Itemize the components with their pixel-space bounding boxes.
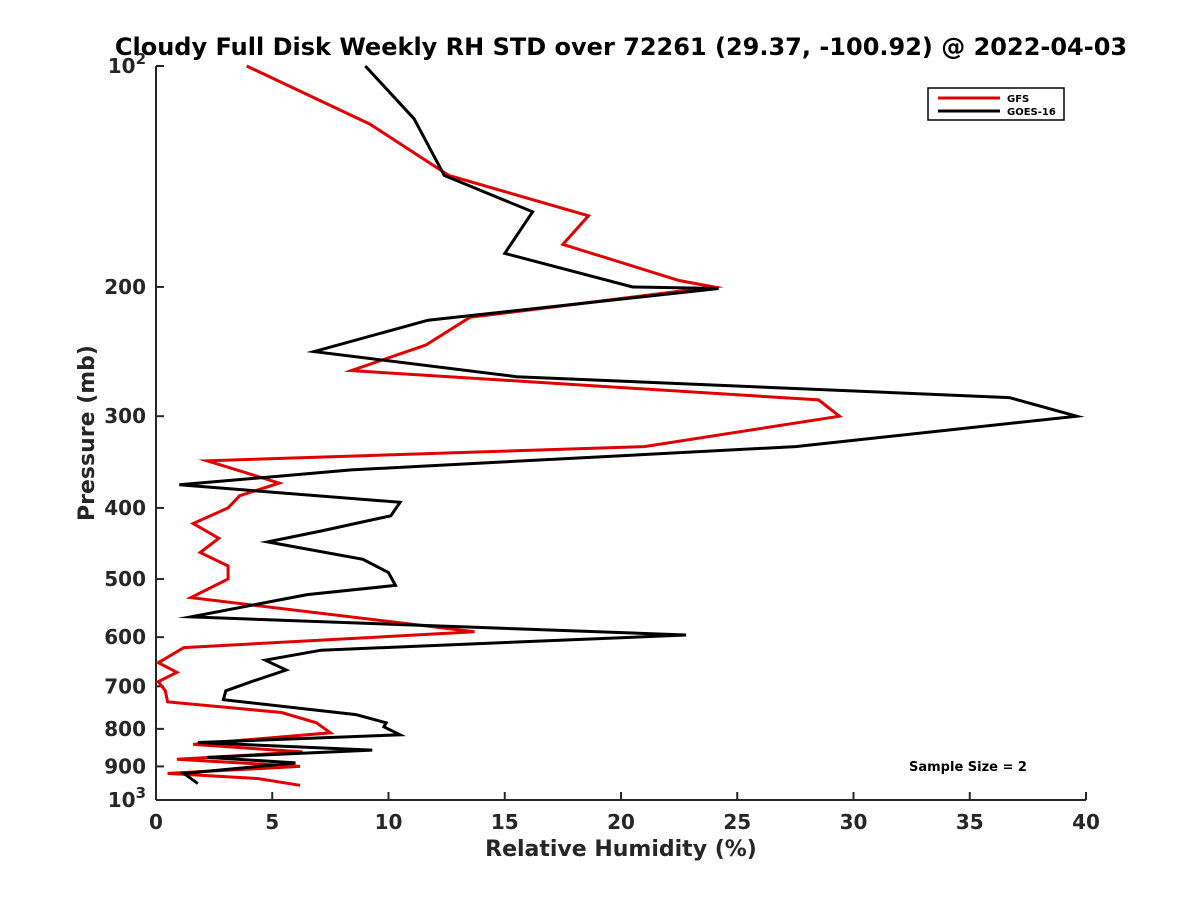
y-tick-label: 500 [104,567,146,591]
series-layer [155,64,1085,787]
y-axis-label: Pressure (mb) [75,345,100,521]
legend-label: GOES-16 [1007,107,1056,118]
x-axis-label: Relative Humidity (%) [485,837,757,862]
y-tick-label: 700 [104,674,146,698]
chart-title: Cloudy Full Disk Weekly RH STD over 7226… [115,33,1127,61]
x-tick-label: 35 [956,810,984,834]
y-tick-label: 103 [108,784,146,812]
x-tick-label: 30 [840,810,868,834]
y-tick-label: 800 [104,717,146,741]
y-tick-label: 600 [104,625,146,649]
x-tick-label: 5 [265,810,279,834]
y-tick-label: 900 [104,754,146,778]
legend-label: GFS [1007,94,1029,105]
legend-box [927,87,1065,121]
y-tick-label: 300 [104,404,146,428]
y-tick-label-base: 10 [108,788,136,812]
x-tick-label: 40 [1072,810,1100,834]
sample-size-annotation: Sample Size = 2 [909,760,1027,775]
x-tick-label: 10 [375,810,403,834]
legend: GFS GOES-16 [927,87,1065,121]
y-tick-label: 102 [108,50,146,78]
y-tick-label: 400 [104,496,146,520]
y-tick-label-base: 10 [108,54,136,78]
x-tick-label: 25 [723,810,751,834]
x-tick-label: 20 [607,810,635,834]
x-tick-label: 0 [149,810,163,834]
y-tick-label-exponent: 2 [136,50,146,68]
series-line-goes-16 [177,64,1085,785]
x-tick-label: 15 [491,810,519,834]
y-tick-label-exponent: 3 [136,784,146,802]
x-ticks: 0 5 10 15 20 25 30 35 40 [149,792,1100,834]
y-tick-label: 200 [104,275,146,299]
